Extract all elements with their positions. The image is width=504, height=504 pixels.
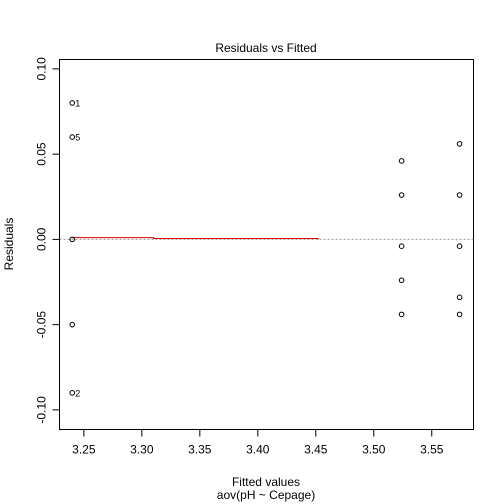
data-point — [456, 294, 463, 301]
x-axis-sublabel: aov(pH ~ Cepage) — [217, 488, 315, 502]
x-tick-label: 3.45 — [304, 443, 328, 457]
data-point — [69, 390, 76, 396]
data-point — [69, 321, 76, 328]
data-point — [398, 192, 405, 198]
x-tick-label: 3.35 — [188, 443, 212, 457]
data-point — [398, 311, 405, 318]
y-tick-label: -0.10 — [35, 396, 49, 424]
y-tick-label: -0.05 — [35, 311, 49, 339]
x-tick-label: 3.40 — [246, 443, 270, 457]
data-point — [456, 243, 463, 250]
point-label: 5 — [75, 133, 80, 143]
points-layer: 1 5 2 — [69, 98, 463, 398]
y-axis-label: Residuals — [2, 218, 16, 271]
data-point — [69, 134, 76, 140]
y-tick-label: 0.00 — [35, 227, 49, 251]
x-tick-label: 3.30 — [130, 443, 154, 457]
y-tick-label: 0.10 — [35, 57, 49, 81]
data-point — [69, 100, 76, 106]
x-axis-label: Fitted values — [232, 475, 300, 489]
data-point — [398, 158, 405, 164]
y-axis: -0.10 -0.05 0.00 0.05 0.10 — [35, 57, 60, 424]
chart-title: Residuals vs Fitted — [215, 41, 316, 55]
y-tick-label: 0.05 — [35, 142, 49, 166]
x-tick-label: 3.55 — [420, 443, 444, 457]
smooth-line — [72, 237, 319, 240]
data-point — [398, 277, 405, 284]
point-label: 1 — [75, 98, 80, 108]
data-point — [456, 141, 463, 147]
x-tick-label: 3.50 — [362, 443, 386, 457]
data-point — [398, 243, 405, 250]
data-point — [456, 192, 463, 198]
plot-frame — [59, 59, 474, 430]
data-point — [69, 236, 76, 243]
smooth-line-layer — [72, 237, 319, 240]
data-point — [456, 311, 463, 318]
x-axis: 3.25 3.30 3.35 3.40 3.45 3.50 3.55 — [72, 429, 444, 457]
x-tick-label: 3.25 — [72, 443, 96, 457]
point-label: 2 — [75, 388, 80, 398]
